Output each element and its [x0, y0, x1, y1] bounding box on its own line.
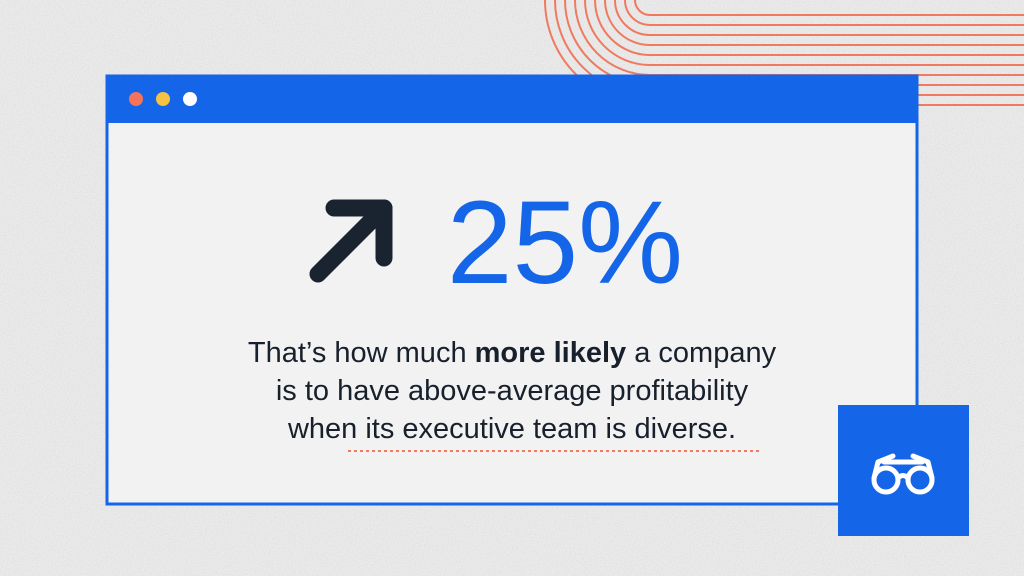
badge: [838, 405, 969, 536]
dot: [156, 92, 170, 106]
window: [105, 74, 919, 506]
text: a company: [634, 337, 776, 369]
glasses-icon: [871, 453, 935, 495]
dot: [183, 92, 197, 106]
text-line: That’s how much more likely a company: [248, 337, 777, 369]
dot: [129, 92, 143, 106]
text-line: when its executive team is diverse.: [287, 413, 736, 445]
window-frame: [105, 74, 919, 506]
text: That’s how much: [248, 337, 467, 369]
title-bar: [106, 75, 918, 123]
arrow-icon: [309, 199, 393, 283]
text-line: is to have above-average profitability: [276, 375, 749, 407]
text-bold: more likely: [475, 337, 627, 369]
stat: 25%: [447, 177, 683, 309]
badge-box: [838, 405, 969, 536]
